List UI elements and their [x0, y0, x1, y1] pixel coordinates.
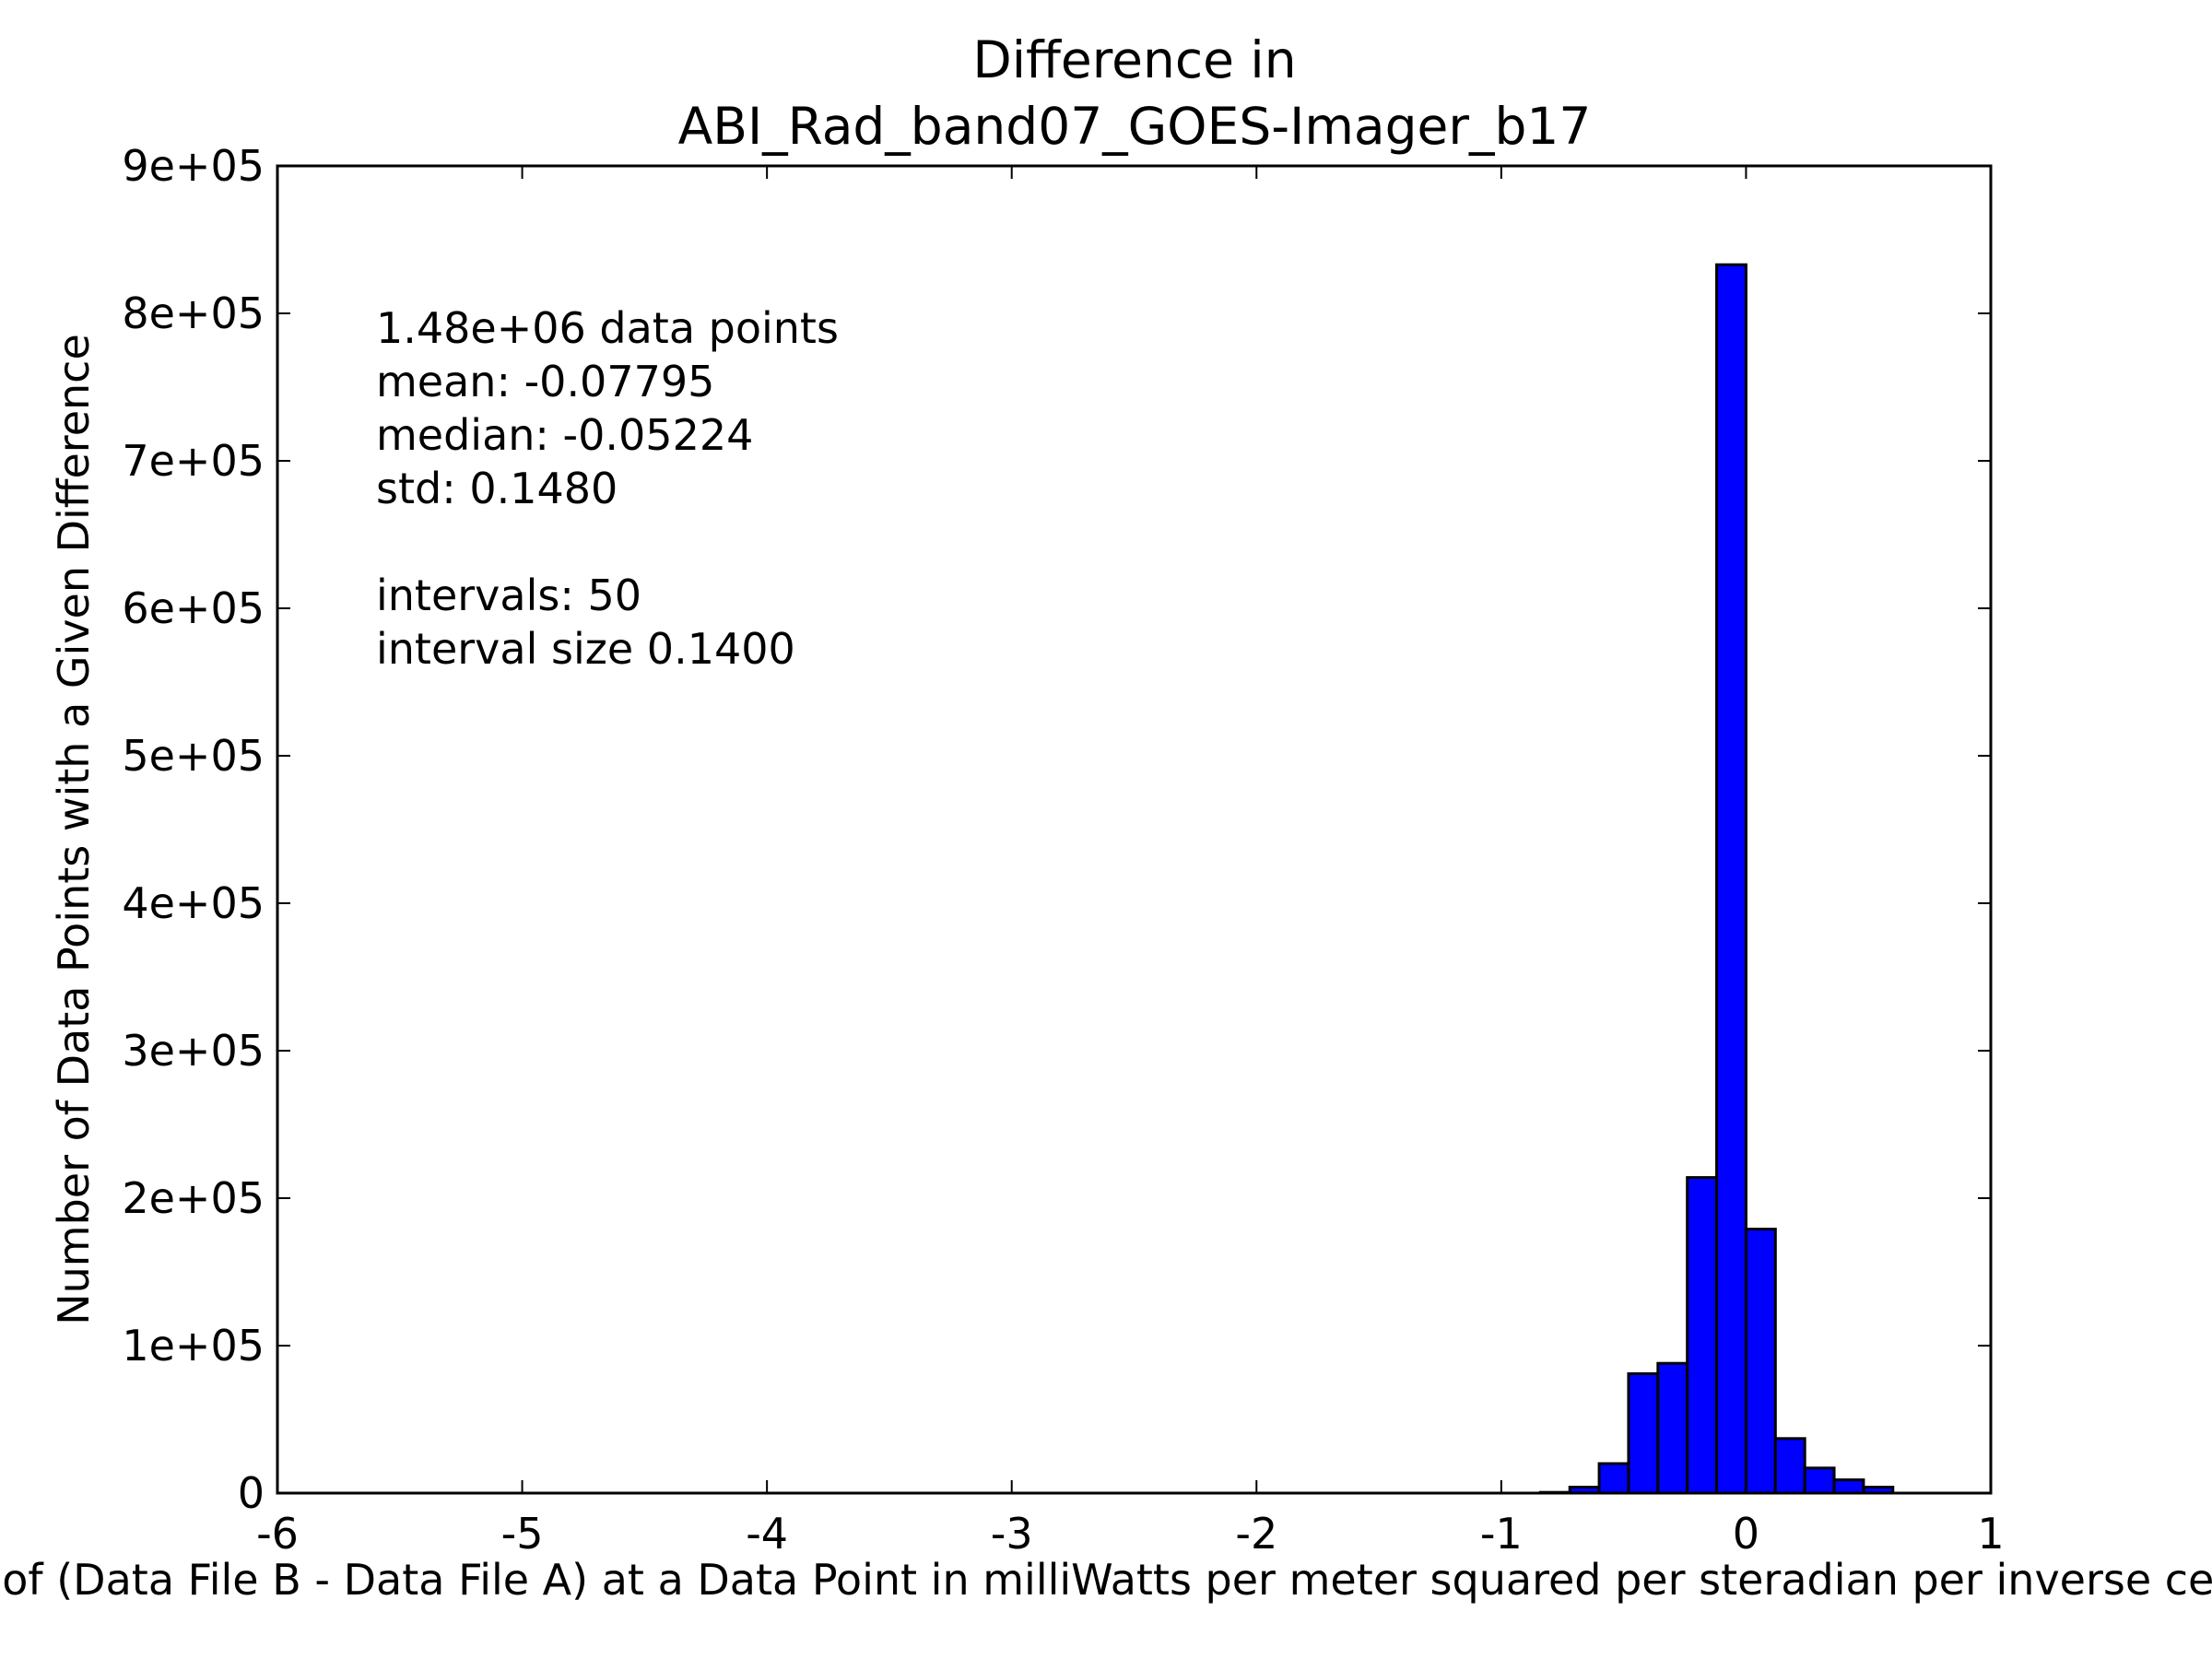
bars-layer	[1538, 263, 1895, 1495]
stats-annotation-line: std: 0.1480	[376, 464, 618, 513]
chart-title-line1: Difference in	[972, 30, 1296, 89]
stats-annotation-line: interval size 0.1400	[376, 624, 795, 674]
y-tick-label: 7e+05	[122, 436, 265, 486]
x-tick-label: 1	[1977, 1509, 2004, 1559]
y-tick-label: 6e+05	[122, 583, 265, 633]
x-tick-label: -6	[256, 1509, 299, 1559]
stats-annotation-line: intervals: 50	[376, 571, 641, 620]
y-tick-label: 5e+05	[122, 731, 265, 781]
chart-title-line2: ABI_Rad_band07_GOES-Imager_b17	[678, 97, 1592, 156]
histogram-bar	[1686, 1176, 1719, 1495]
histogram-bar	[1656, 1361, 1689, 1495]
histogram-bar	[1803, 1466, 1836, 1495]
x-axis-label: Value of (Data File B - Data File A) at …	[0, 1555, 2212, 1605]
plot-frame	[276, 164, 1993, 1495]
y-tick-label: 9e+05	[122, 141, 265, 191]
y-axis-label: Number of Data Points with a Given Diffe…	[49, 334, 99, 1325]
y-tick-label: 8e+05	[122, 288, 265, 338]
stats-annotation-line: 1.48e+06 data points	[376, 303, 839, 353]
y-tick-label: 2e+05	[122, 1173, 265, 1223]
histogram-bar	[1832, 1478, 1865, 1495]
x-tick-label: -5	[501, 1509, 544, 1559]
y-tick-label: 3e+05	[122, 1026, 265, 1076]
stats-annotation-line: mean: -0.07795	[376, 357, 714, 406]
histogram-bar	[1597, 1462, 1630, 1495]
x-tick-label: -2	[1235, 1509, 1277, 1559]
histogram-bar	[1744, 1228, 1777, 1495]
y-tick-label: 1e+05	[122, 1321, 265, 1371]
y-tick-label: 4e+05	[122, 878, 265, 928]
x-tick-label: -1	[1480, 1509, 1523, 1559]
histogram-bar	[1627, 1371, 1660, 1495]
x-tick-label: -3	[991, 1509, 1033, 1559]
x-tick-label: 0	[1733, 1509, 1759, 1559]
histogram-bar	[1773, 1437, 1806, 1495]
stats-annotation-line: median: -0.05224	[376, 410, 753, 460]
ticks-layer: -6 -5 -4 -3 -2 -1 0 1 0 1e+05 2e+05 3e+05 4e+05 5e+05…	[122, 141, 2004, 1559]
x-tick-label: -4	[746, 1509, 788, 1559]
y-tick-label: 0	[238, 1468, 265, 1518]
histogram-bar	[1715, 263, 1747, 1495]
